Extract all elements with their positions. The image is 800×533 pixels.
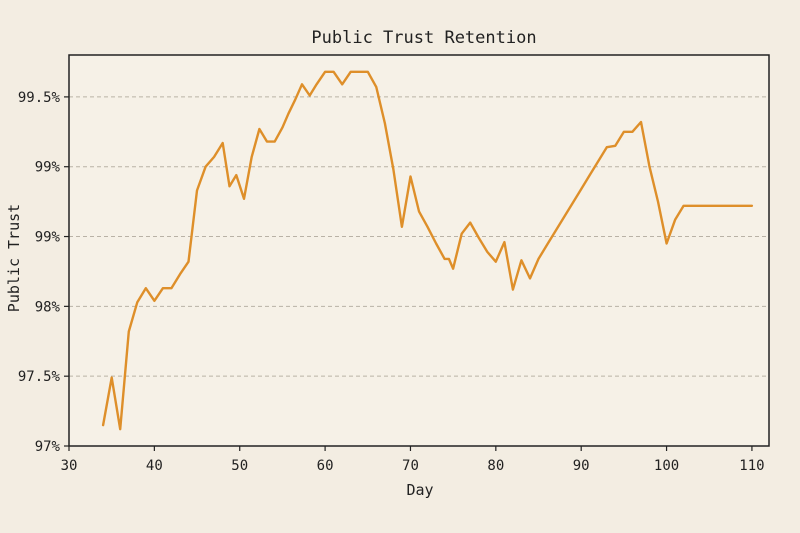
x-tick-label: 60 [317,458,334,474]
y-tick-label: 99% [35,230,61,246]
y-tick-label: 97.5% [18,369,61,385]
series-line [101,70,754,431]
x-tick-label: 110 [739,458,764,474]
x-tick-label: 70 [402,458,419,474]
y-tick-label: 99% [35,160,61,176]
x-tick-label: 40 [146,458,163,474]
y-tick-label: 99.5% [18,90,61,106]
plot-frame [68,54,770,447]
y-tick-label: 97% [35,439,61,455]
plot-area [69,55,769,446]
grid [69,96,769,377]
x-tick-label: 30 [61,458,78,474]
x-axis-label: Day [406,481,433,499]
x-tick-label: 80 [487,458,504,474]
ticks: 97% 97.5% 98% 99% 99% 99.5% 30 40 50 60 70 80 90 100 1… [18,90,765,474]
chart-title: Public Trust Retention [311,28,536,48]
x-tick-label: 100 [654,458,679,474]
x-tick-label: 50 [231,458,248,474]
data-layer [101,70,754,431]
y-tick-label: 98% [35,299,61,315]
x-tick-label: 90 [573,458,590,474]
y-axis-label: Public Trust [5,204,23,312]
